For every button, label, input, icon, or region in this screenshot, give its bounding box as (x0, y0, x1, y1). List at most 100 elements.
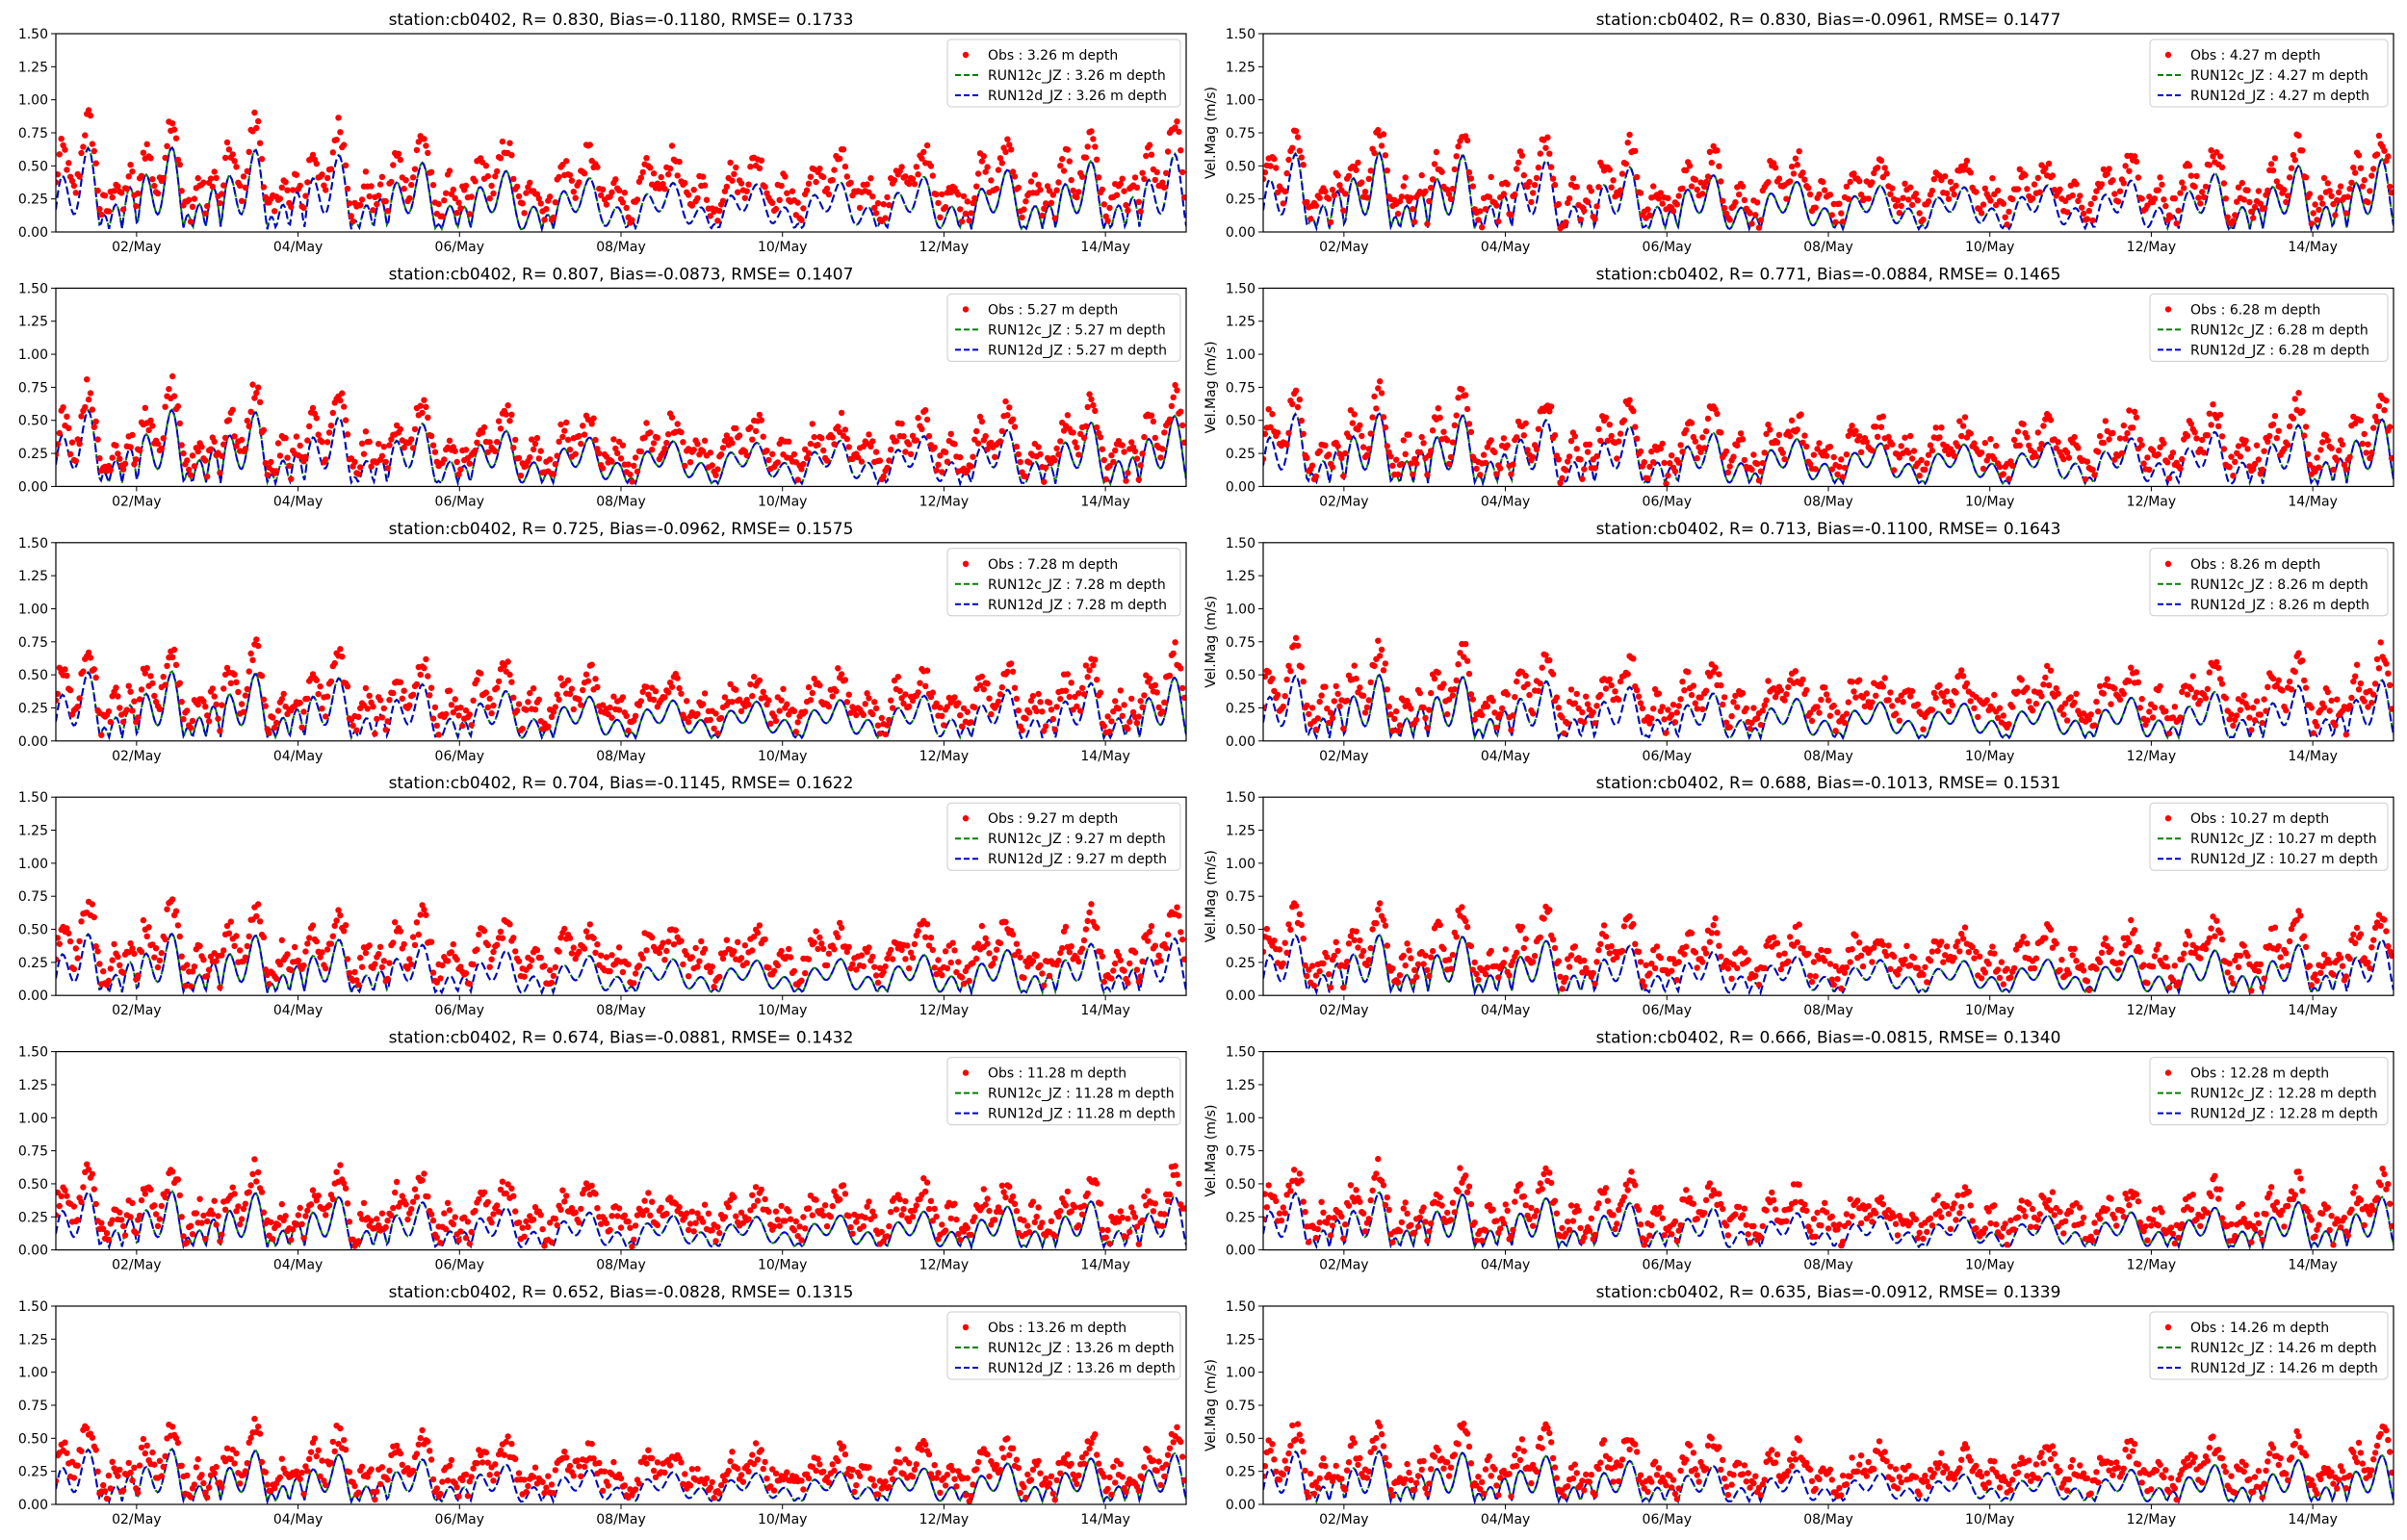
obs-point (1730, 699, 1737, 706)
obs-point (1375, 637, 1382, 644)
obs-point (1082, 154, 1090, 161)
obs-point (535, 195, 542, 202)
obs-point (1445, 460, 1453, 468)
obs-point (413, 919, 421, 926)
obs-point (951, 694, 958, 701)
obs-point (608, 458, 615, 465)
y-tick-label: 0.50 (1226, 923, 1255, 938)
obs-point (220, 947, 227, 954)
obs-point (1429, 427, 1436, 434)
obs-point (639, 168, 646, 176)
obs-point (341, 141, 348, 148)
obs-point (869, 193, 876, 200)
obs-point (2291, 668, 2298, 676)
obs-point (452, 448, 458, 454)
obs-point (510, 175, 517, 183)
obs-point (1292, 903, 1300, 910)
obs-point (1706, 148, 1714, 155)
obs-point (191, 463, 198, 470)
obs-point (1108, 975, 1115, 982)
obs-point (831, 167, 838, 173)
obs-point (333, 137, 340, 143)
obs-point (378, 452, 386, 459)
obs-point (762, 184, 768, 191)
obs-point (1803, 443, 1810, 450)
obs-point (284, 951, 291, 958)
obs-point (1634, 173, 1641, 181)
obs-point (1673, 977, 1681, 984)
obs-point (1843, 183, 1851, 190)
obs-point (233, 679, 240, 685)
x-tick-label: 04/May (1481, 749, 1530, 764)
obs-point (2302, 174, 2310, 181)
obs-point (665, 938, 672, 945)
obs-point (982, 935, 989, 941)
obs-point (2151, 195, 2159, 202)
obs-point (1799, 439, 1806, 447)
legend-entry: RUN12c_JZ : 5.27 m depth (988, 322, 1166, 338)
obs-point (621, 190, 628, 196)
obs-point (919, 155, 925, 162)
obs-point (663, 947, 670, 955)
obs-point (119, 206, 127, 213)
obs-point (327, 166, 335, 172)
obs-point (533, 434, 541, 442)
obs-point (2288, 686, 2295, 693)
y-tick-label: 0.75 (18, 380, 48, 396)
subplot-title: station:cb0402, R= 0.807, Bias=-0.0873, … (389, 265, 854, 284)
obs-point (1959, 673, 1967, 680)
obs-point (884, 464, 891, 472)
obs-point (2024, 434, 2031, 441)
obs-point (736, 432, 743, 439)
obs-point (1082, 926, 1090, 933)
obs-point (452, 696, 458, 703)
obs-point (1602, 414, 1610, 421)
obs-point (639, 688, 646, 695)
obs-point (1363, 962, 1371, 968)
obs-point (413, 146, 421, 154)
obs-point (998, 427, 1006, 435)
obs-point (62, 666, 68, 673)
obs-point (665, 431, 672, 438)
obs-point (2301, 432, 2308, 439)
obs-point (649, 447, 656, 453)
obs-point (1577, 456, 1584, 463)
obs-point (2162, 202, 2169, 210)
obs-point (968, 463, 974, 470)
obs-point (1563, 218, 1569, 226)
obs-point (2045, 681, 2053, 689)
obs-point (2120, 422, 2127, 429)
obs-point (682, 462, 688, 470)
obs-point (1009, 168, 1017, 175)
obs-point (474, 677, 480, 683)
obs-point (1161, 429, 1168, 436)
obs-point (392, 919, 399, 926)
obs-point (566, 935, 574, 941)
obs-point (1029, 958, 1037, 964)
obs-point (1128, 439, 1135, 446)
obs-point (1276, 946, 1283, 953)
obs-point (1659, 440, 1666, 448)
obs-point (437, 975, 444, 982)
obs-point (2387, 424, 2394, 430)
obs-point (2053, 684, 2059, 692)
obs-point (1500, 435, 1508, 442)
obs-point (344, 956, 351, 962)
obs-point (1894, 697, 1902, 704)
obs-point (238, 436, 246, 444)
obs-point (1657, 190, 1665, 196)
obs-point (998, 160, 1006, 167)
obs-point (717, 451, 725, 458)
obs-point (2155, 187, 2161, 193)
obs-point (1292, 128, 1300, 135)
obs-point (1686, 163, 1694, 169)
obs-point (608, 189, 615, 195)
obs-point (1825, 947, 1832, 955)
obs-point (1932, 694, 1939, 702)
obs-point (288, 203, 295, 211)
obs-point (1382, 660, 1389, 667)
obs-point (135, 190, 142, 197)
obs-point (1164, 148, 1172, 155)
obs-point (1418, 433, 1425, 441)
obs-point (1518, 152, 1526, 159)
